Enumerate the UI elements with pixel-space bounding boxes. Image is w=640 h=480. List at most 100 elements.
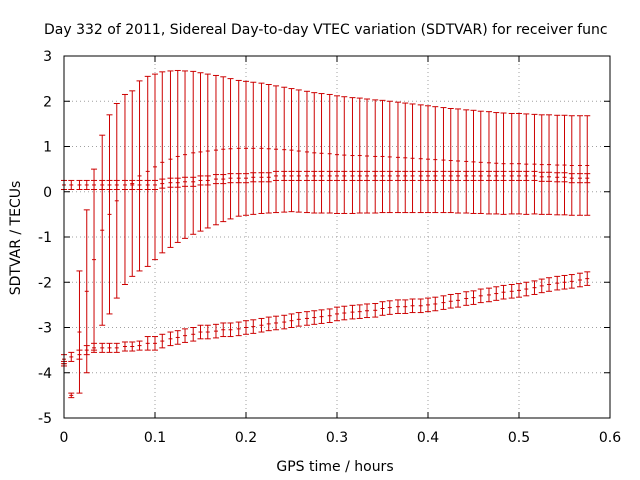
x-tick-label: 0.1: [144, 430, 166, 446]
x-tick-label: 0.3: [326, 430, 348, 446]
error-bar: [99, 342, 106, 353]
error-bar: [318, 309, 325, 324]
error-bar: [227, 322, 234, 338]
error-bar: [349, 97, 356, 214]
error-bar: [121, 93, 128, 286]
error-bar: [341, 305, 348, 321]
error-bar: [432, 296, 439, 312]
y-tick-label: 2: [43, 94, 52, 110]
error-bar: [470, 290, 477, 305]
error-bar: [341, 96, 348, 214]
x-tick-label: 0.5: [508, 430, 530, 446]
error-bar: [250, 81, 257, 215]
error-bar: [129, 90, 136, 277]
error-bar: [584, 271, 591, 286]
error-bar: [99, 134, 106, 326]
error-bar: [106, 342, 113, 353]
y-tick-label: -3: [38, 321, 52, 337]
error-bar: [523, 113, 530, 215]
error-bar: [500, 284, 507, 300]
y-tick-label: 1: [43, 140, 52, 156]
error-bar: [485, 111, 492, 215]
error-bar: [470, 109, 477, 214]
error-bar: [372, 99, 379, 214]
error-bar: [523, 281, 530, 297]
error-bar: [568, 115, 575, 216]
error-bar: [258, 317, 265, 333]
error-bar: [477, 288, 484, 304]
error-bar: [447, 107, 454, 214]
error-bar: [447, 293, 454, 309]
error-bar: [417, 104, 424, 214]
error-bar: [379, 301, 386, 316]
series-middle: [61, 170, 591, 190]
error-bar: [174, 330, 181, 345]
x-tick-label: 0.2: [235, 430, 257, 446]
error-bar: [485, 287, 492, 303]
error-bar: [477, 110, 484, 214]
error-bar: [152, 336, 158, 351]
error-bar: [409, 298, 416, 314]
error-bar: [326, 308, 333, 324]
error-bar: [227, 78, 234, 220]
error-bar: [463, 109, 470, 214]
error-bar: [83, 179, 90, 190]
error-bar: [318, 93, 325, 214]
error-bar: [402, 299, 409, 314]
y-tick-label: -5: [38, 411, 52, 427]
error-bar: [76, 179, 83, 190]
error-bar: [326, 93, 333, 214]
error-bar: [394, 101, 401, 214]
error-bar: [235, 321, 242, 337]
chart-title: Day 332 of 2011, Sidereal Day-to-day VTE…: [44, 22, 608, 38]
error-bar: [91, 168, 98, 351]
error-bar: [364, 303, 371, 319]
error-bar: [554, 114, 561, 216]
y-tick-label: 0: [43, 185, 52, 201]
error-bar: [516, 283, 522, 298]
error-bar: [508, 284, 515, 299]
error-bar: [182, 328, 189, 343]
x-axis-label: GPS time / hours: [276, 459, 393, 475]
error-bar: [273, 315, 280, 331]
error-bar: [212, 74, 219, 226]
error-bar: [440, 107, 447, 214]
error-bar: [440, 295, 447, 310]
error-bar: [493, 286, 500, 301]
error-bar: [144, 336, 151, 351]
error-bar: [546, 114, 553, 215]
error-bar: [288, 313, 295, 328]
error-bar: [425, 297, 431, 313]
error-bar: [76, 270, 83, 394]
error-bar: [546, 277, 553, 292]
error-bar: [295, 312, 302, 327]
error-bar: [68, 179, 75, 190]
error-bar: [243, 320, 249, 335]
error-bar: [531, 280, 538, 295]
error-bar: [136, 340, 143, 351]
y-tick-label: -2: [38, 275, 52, 291]
error-bar: [402, 102, 409, 214]
x-tick-label: 0.4: [417, 430, 439, 446]
error-bar: [584, 115, 591, 216]
error-bar: [531, 113, 538, 215]
error-bar: [463, 291, 470, 306]
error-bar: [425, 105, 431, 214]
series-upper: [61, 69, 591, 399]
error-bar: [334, 95, 340, 214]
error-bar: [68, 351, 75, 362]
error-bar: [159, 71, 166, 254]
error-bar: [311, 310, 318, 325]
axes-ticks: 0 0.1 0.2 0.3 0.4 0.5 0.6 3 2 1 0 -1 -2 -3 -4 -5: [38, 49, 621, 446]
error-bar: [295, 89, 302, 213]
y-tick-label: -1: [38, 230, 52, 246]
error-bar: [493, 112, 500, 215]
error-bar: [190, 327, 197, 342]
error-bar: [106, 114, 113, 315]
x-tick-label: 0: [60, 430, 69, 446]
error-bar: [167, 331, 174, 347]
error-bar: [136, 80, 143, 272]
error-bar: [152, 73, 158, 261]
error-bar: [265, 316, 272, 332]
